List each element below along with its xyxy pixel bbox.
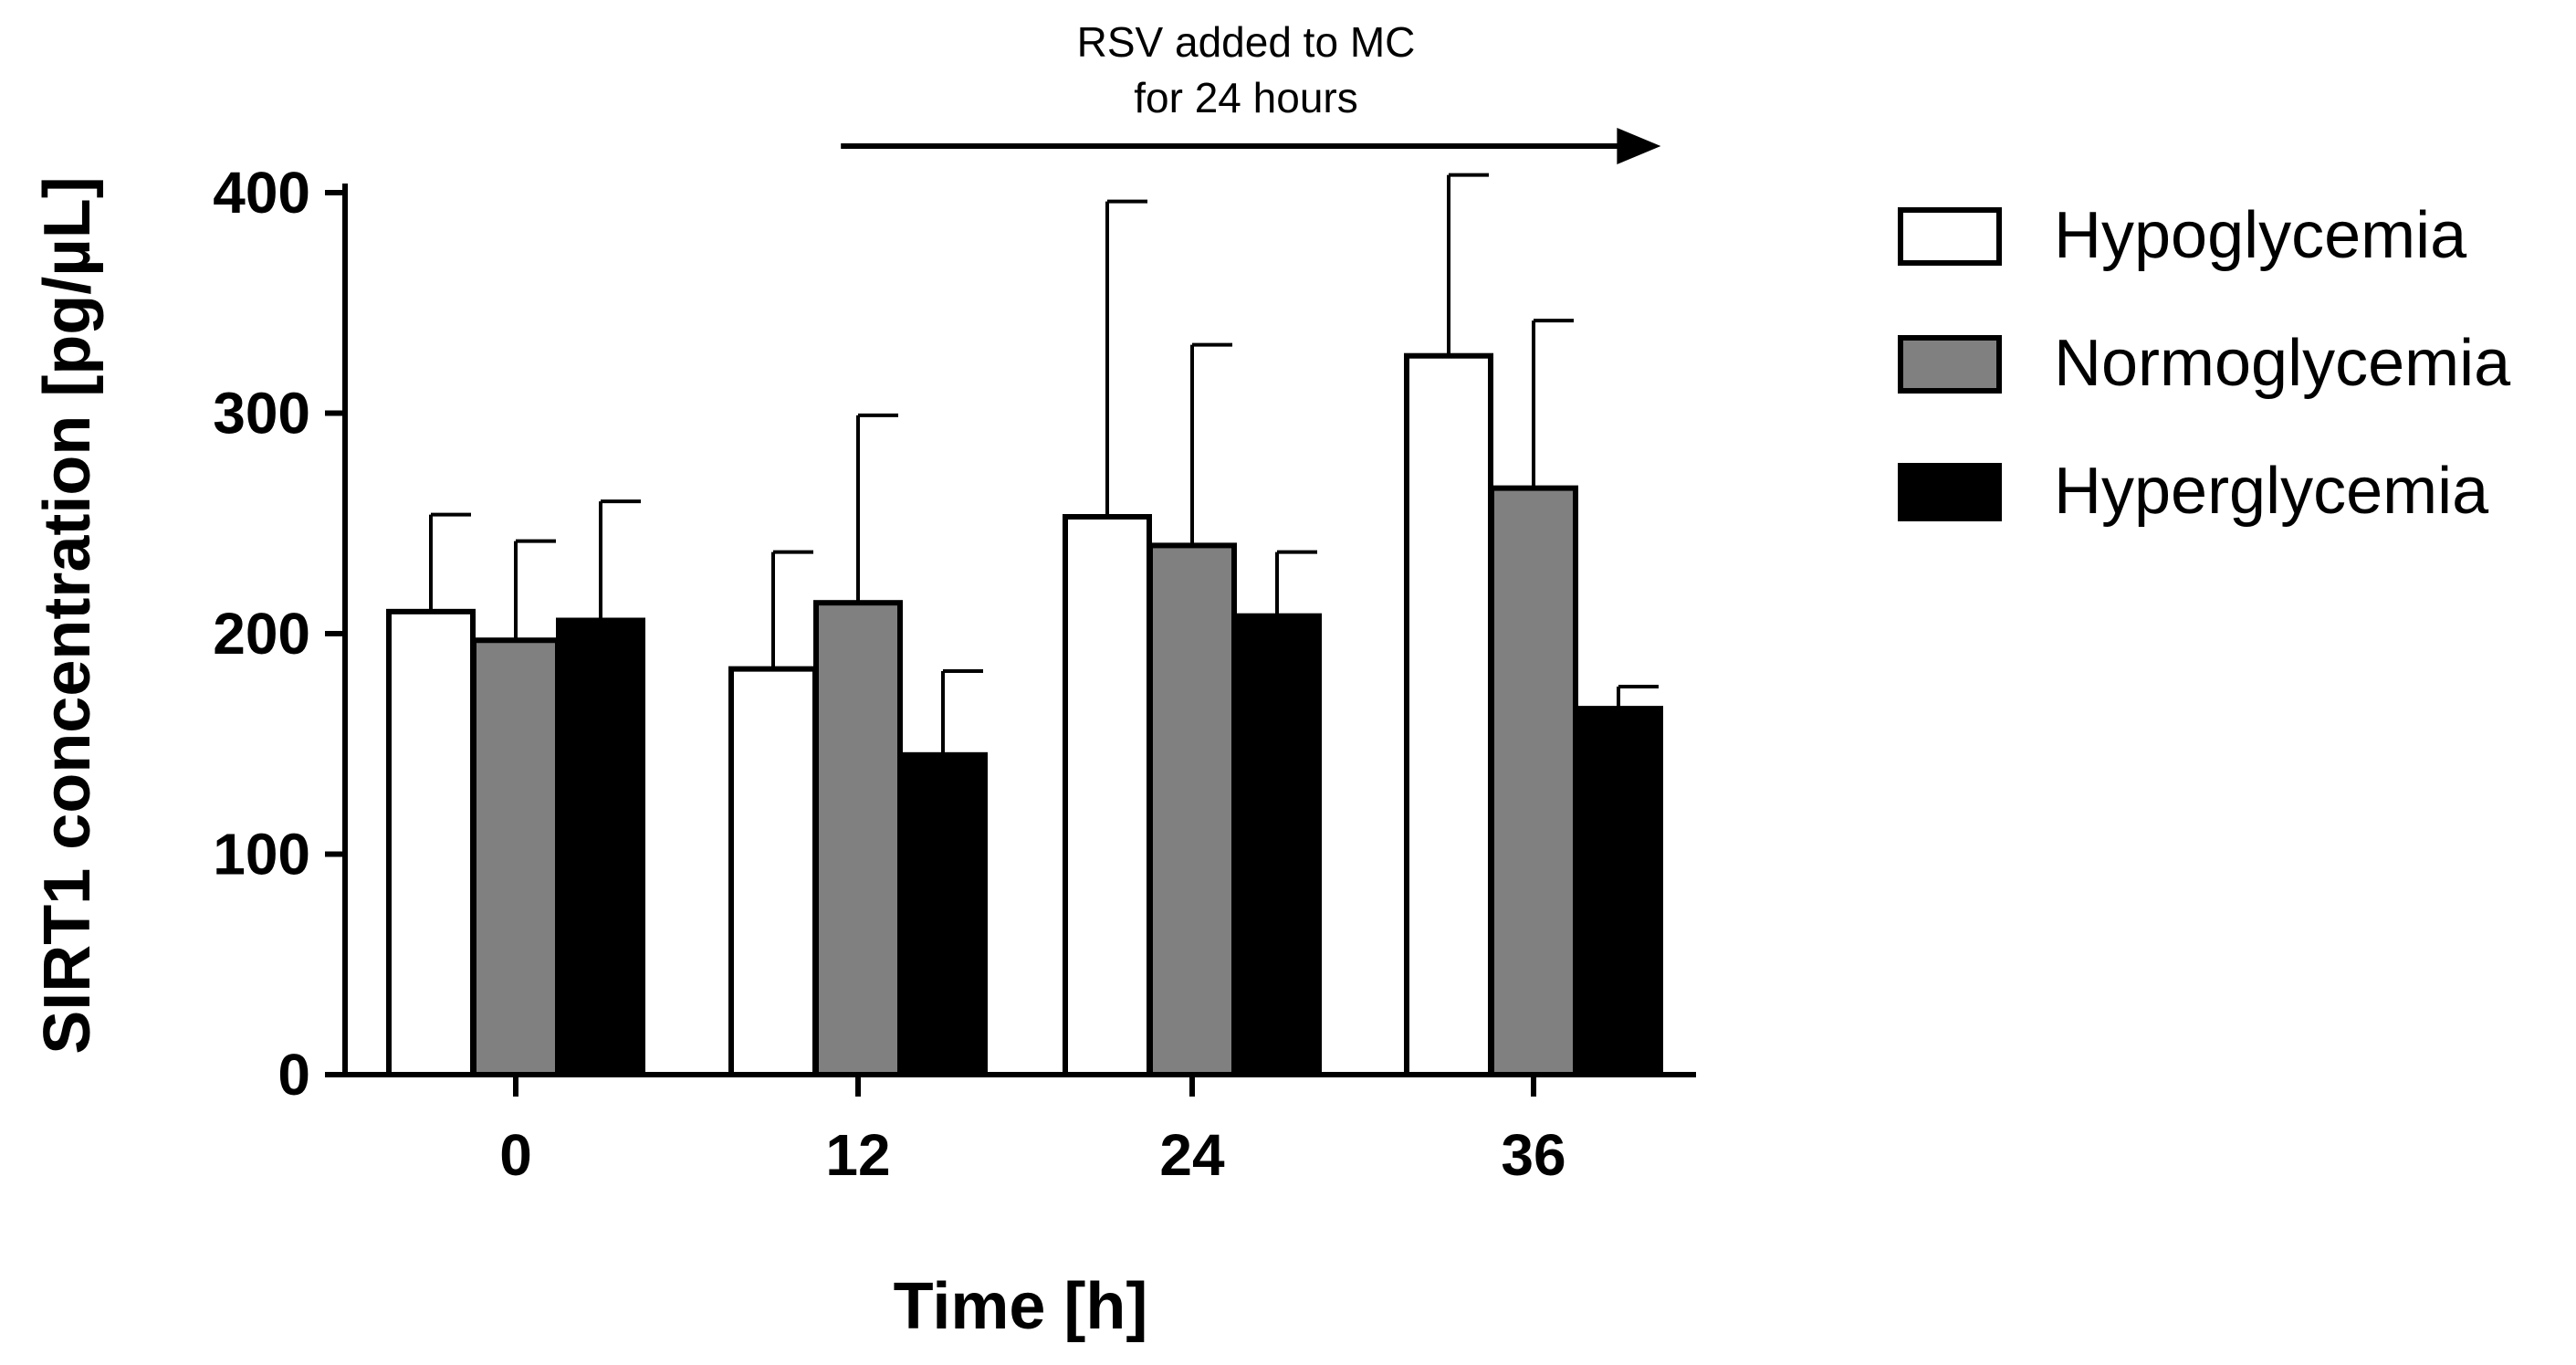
bar-normoglycemia-36	[1489, 485, 1578, 1077]
y-tick-label: 200	[213, 601, 310, 667]
chart-labels: SIRT1 concentration [pg/µL] Time [h] RSV…	[31, 18, 1415, 1343]
legend-swatch-normoglycemia	[1898, 335, 2002, 394]
y-axis-title: SIRT1 concentration [pg/µL]	[31, 176, 104, 1055]
bar-hyperglycemia-36	[1574, 706, 1663, 1077]
bar-hypoglycemia-0	[386, 608, 476, 1077]
bar-normoglycemia-12	[813, 600, 903, 1077]
bar-normoglycemia-24	[1147, 542, 1237, 1077]
y-tick-label: 100	[213, 822, 310, 887]
chart-bars	[386, 352, 1663, 1077]
y-tick-label: 0	[277, 1042, 310, 1108]
x-tick-label: 0	[499, 1122, 532, 1188]
chart-axes: 0 100 200 300 400 0 12 24 36	[213, 160, 1696, 1188]
legend: Hypoglycemia Normoglycemia Hyperglycemia	[1898, 199, 2511, 528]
bar-hypoglycemia-24	[1063, 514, 1152, 1077]
legend-label-normoglycemia: Normoglycemia	[2054, 327, 2511, 400]
x-axis-title: Time [h]	[894, 1270, 1148, 1343]
x-tick-label: 24	[1159, 1122, 1225, 1188]
bar-hyperglycemia-0	[556, 617, 645, 1077]
annotation-arrow-head	[1617, 128, 1661, 164]
annotation-line-1: RSV added to MC	[1077, 18, 1416, 66]
annotation-line-2: for 24 hours	[1134, 74, 1357, 121]
y-tick-label: 400	[213, 160, 310, 226]
bar-hyperglycemia-12	[898, 751, 988, 1077]
legend-label-hyperglycemia: Hyperglycemia	[2054, 455, 2489, 528]
y-tick-label: 300	[213, 381, 310, 446]
bar-hyperglycemia-24	[1232, 613, 1322, 1077]
chart-error-bars	[429, 173, 1659, 755]
bar-hypoglycemia-36	[1404, 352, 1493, 1077]
bar-hypoglycemia-12	[728, 666, 818, 1077]
legend-swatch-hypoglycemia	[1898, 207, 2002, 266]
x-tick-label: 12	[825, 1122, 890, 1188]
legend-label-hypoglycemia: Hypoglycemia	[2054, 199, 2467, 272]
bar-normoglycemia-0	[471, 637, 560, 1077]
x-tick-label: 36	[1501, 1122, 1565, 1188]
legend-swatch-hyperglycemia	[1898, 463, 2002, 521]
annotation-arrow	[841, 128, 1661, 164]
